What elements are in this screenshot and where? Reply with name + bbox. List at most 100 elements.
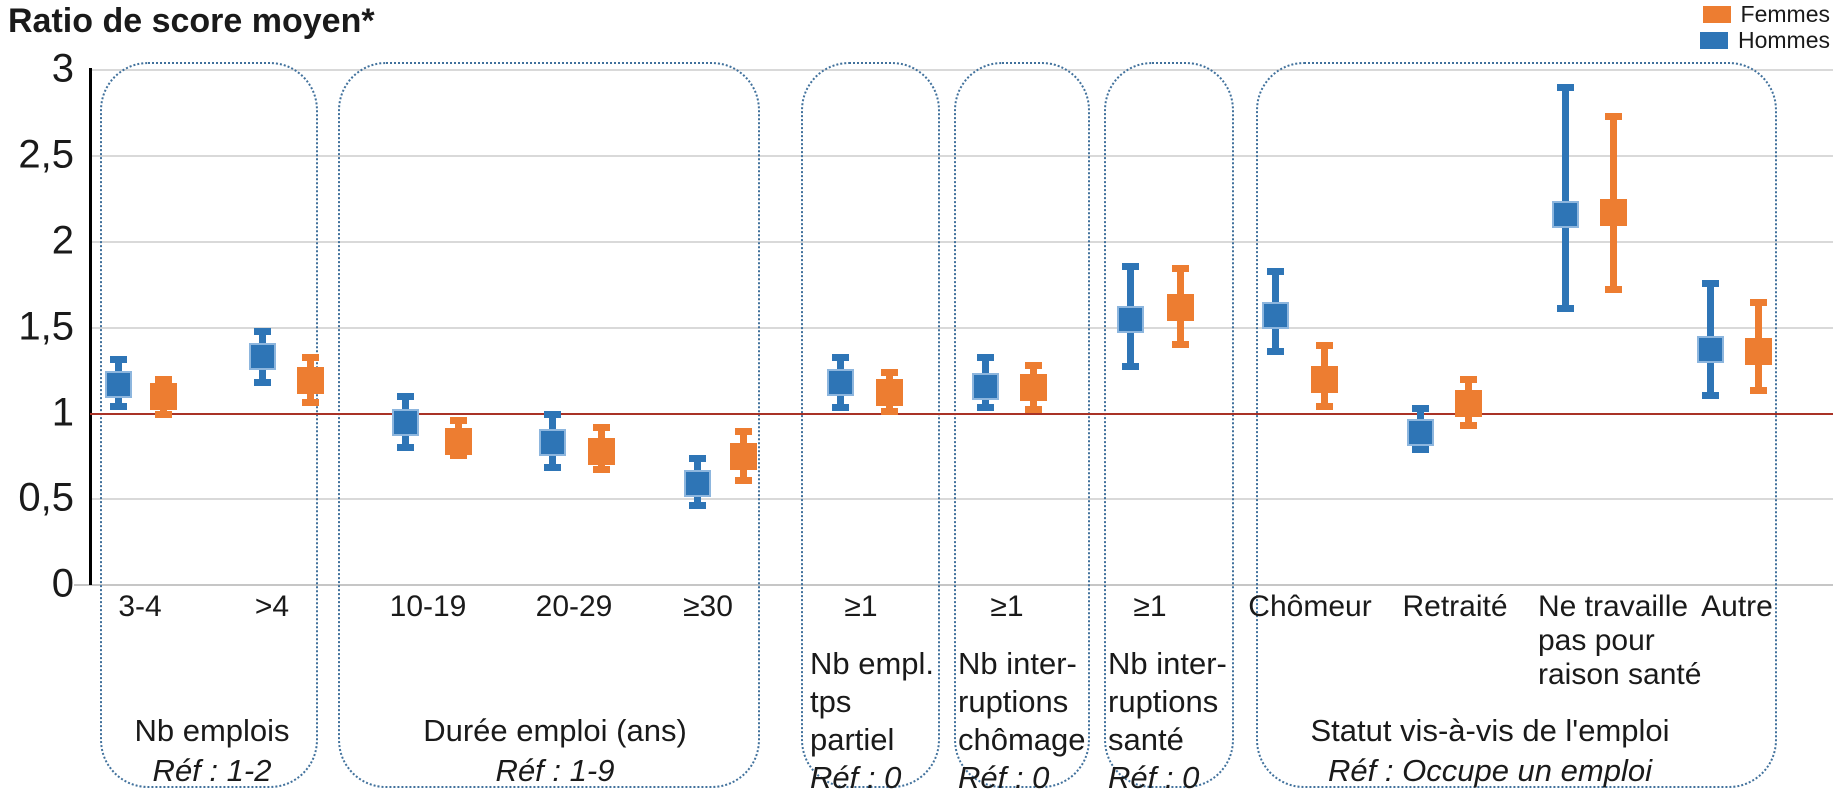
error-bar-cap-bottom-femmes-g1c2	[734, 476, 752, 484]
marker-femmes-g1c1	[587, 437, 615, 465]
error-bar-cap-bottom-hommes-g5c0	[1266, 347, 1284, 355]
group-label-2: Nb empl. tps partiel Réf : 0	[810, 646, 935, 795]
gridline-2	[90, 240, 1833, 243]
legend-label-hommes: Hommes	[1737, 27, 1830, 53]
x-tick-label-g5c2: Ne travaille pas pour raison santé	[1538, 590, 1702, 691]
error-bar-cap-bottom-femmes-g5c0	[1315, 402, 1333, 410]
group-box-3	[954, 62, 1090, 788]
y-tick-label-0: 0	[51, 561, 74, 606]
error-bar-cap-top-hommes-g1c0	[396, 393, 414, 401]
marker-femmes-g0c1	[296, 367, 324, 395]
x-tick-label-g3c0: ≥1	[990, 590, 1024, 623]
marker-femmes-g5c1	[1454, 389, 1482, 417]
group-ref-0: Réf : 1-2	[152, 753, 272, 788]
x-tick-label-g1c2: ≥30	[683, 590, 733, 623]
marker-hommes-g5c1	[1406, 418, 1434, 446]
gridline-2,5	[90, 154, 1833, 157]
legend: Femmes Hommes	[1699, 1, 1830, 54]
error-bar-cap-bottom-hommes-g5c1	[1411, 445, 1429, 453]
group-label-3: Nb inter-ruptions chômage Réf : 0	[958, 646, 1086, 795]
error-bar-cap-top-femmes-g0c0	[154, 376, 172, 384]
error-bar-cap-top-femmes-g1c2	[734, 427, 752, 435]
error-bar-cap-bottom-hommes-g2c0	[831, 404, 849, 412]
x-tick-label-g1c1: 20-29	[535, 590, 613, 623]
x-tick-label-g5c1: Retraité	[1402, 590, 1508, 623]
error-bar-cap-bottom-hommes-g5c3	[1701, 392, 1719, 400]
error-bar-cap-bottom-femmes-g0c1	[301, 399, 319, 407]
error-bar-cap-top-hommes-g5c0	[1266, 267, 1284, 275]
marker-hommes-g0c0	[104, 370, 132, 398]
error-bar-cap-top-femmes-g4c0	[1171, 264, 1189, 272]
error-bar-cap-bottom-femmes-g1c1	[592, 466, 610, 474]
error-bar-cap-top-hommes-g5c3	[1701, 279, 1719, 287]
marker-hommes-g5c2	[1551, 200, 1579, 228]
error-bar-cap-bottom-hommes-g0c1	[253, 378, 271, 386]
x-axis-line	[74, 584, 1833, 587]
error-bar-cap-top-femmes-g5c0	[1315, 341, 1333, 349]
error-bar-cap-bottom-hommes-g0c0	[109, 402, 127, 410]
group-box-5	[1256, 62, 1777, 788]
error-bar-cap-bottom-hommes-g1c2	[688, 502, 706, 510]
error-bar-cap-top-femmes-g1c1	[592, 424, 610, 432]
error-bar-cap-bottom-hommes-g1c1	[543, 464, 561, 472]
marker-hommes-g1c2	[683, 470, 711, 498]
marker-hommes-g3c0	[971, 372, 999, 400]
y-tick-label-1,5: 1,5	[18, 304, 74, 349]
group-box-4	[1104, 62, 1234, 788]
marker-femmes-g2c0	[875, 379, 903, 407]
legend-label-femmes: Femmes	[1740, 1, 1830, 27]
error-bar-cap-top-femmes-g5c2	[1604, 113, 1622, 121]
marker-femmes-g4c0	[1166, 293, 1194, 321]
x-tick-label-g0c0: 3-4	[118, 590, 162, 623]
gridline-0,5	[90, 498, 1833, 501]
legend-swatch-femmes	[1702, 6, 1731, 23]
error-bar-cap-top-hommes-g0c1	[253, 328, 271, 336]
y-tick-label-1: 1	[51, 390, 74, 435]
marker-hommes-g1c0	[391, 408, 419, 436]
error-bar-cap-top-femmes-g5c1	[1459, 376, 1477, 384]
y-axis-line	[89, 68, 92, 586]
y-tick-label-2,5: 2,5	[18, 132, 74, 177]
group-label-5: Statut vis-à-vis de l'emploi	[1310, 713, 1670, 748]
marker-hommes-g5c0	[1261, 302, 1289, 330]
error-bar-cap-bottom-femmes-g1c0	[449, 452, 467, 460]
error-bar-cap-top-hommes-g0c0	[109, 355, 127, 363]
error-bar-cap-top-femmes-g2c0	[880, 369, 898, 377]
x-tick-label-g5c0: Chômeur	[1248, 590, 1372, 623]
error-bar-cap-top-hommes-g2c0	[831, 353, 849, 361]
error-bar-cap-bottom-femmes-g5c1	[1459, 421, 1477, 429]
y-tick-label-3: 3	[51, 46, 74, 91]
marker-hommes-g1c1	[538, 429, 566, 457]
error-bar-cap-top-hommes-g1c1	[543, 410, 561, 418]
marker-femmes-g1c0	[444, 427, 472, 455]
error-bar-cap-bottom-hommes-g3c0	[976, 404, 994, 412]
error-bar-cap-bottom-femmes-g5c3	[1749, 387, 1767, 395]
group-ref-2: Réf : 0	[810, 760, 902, 795]
group-ref-1: Réf : 1-9	[495, 753, 615, 788]
error-bar-cap-top-hommes-g4c0	[1121, 262, 1139, 270]
reference-line	[90, 412, 1833, 415]
error-bar-cap-top-hommes-g5c2	[1556, 84, 1574, 92]
marker-femmes-g1c2	[729, 442, 757, 470]
error-bar-cap-top-hommes-g3c0	[976, 353, 994, 361]
error-bar-cap-bottom-hommes-g1c0	[396, 443, 414, 451]
error-bar-cap-bottom-femmes-g0c0	[154, 411, 172, 419]
error-bar-cap-bottom-hommes-g4c0	[1121, 363, 1139, 371]
y-tick-label-0,5: 0,5	[18, 476, 74, 521]
x-tick-label-g1c0: 10-19	[389, 590, 467, 623]
gridline-1,5	[90, 326, 1833, 329]
group-ref-4: Réf : 0	[1108, 760, 1200, 795]
error-bar-cap-bottom-hommes-g5c2	[1556, 304, 1574, 312]
error-bar-cap-top-hommes-g5c1	[1411, 405, 1429, 413]
error-bar-cap-top-hommes-g1c2	[688, 455, 706, 463]
legend-swatch-hommes	[1699, 32, 1728, 49]
marker-femmes-g5c0	[1310, 365, 1338, 393]
marker-femmes-g3c0	[1019, 374, 1047, 402]
gridline-3	[90, 68, 1833, 71]
group-label-1: Durée emploi (ans)	[423, 713, 687, 748]
group-ref-3: Réf : 0	[958, 760, 1050, 795]
legend-item-femmes: Femmes	[1702, 1, 1830, 27]
group-label-0: Nb emplois	[134, 713, 290, 748]
